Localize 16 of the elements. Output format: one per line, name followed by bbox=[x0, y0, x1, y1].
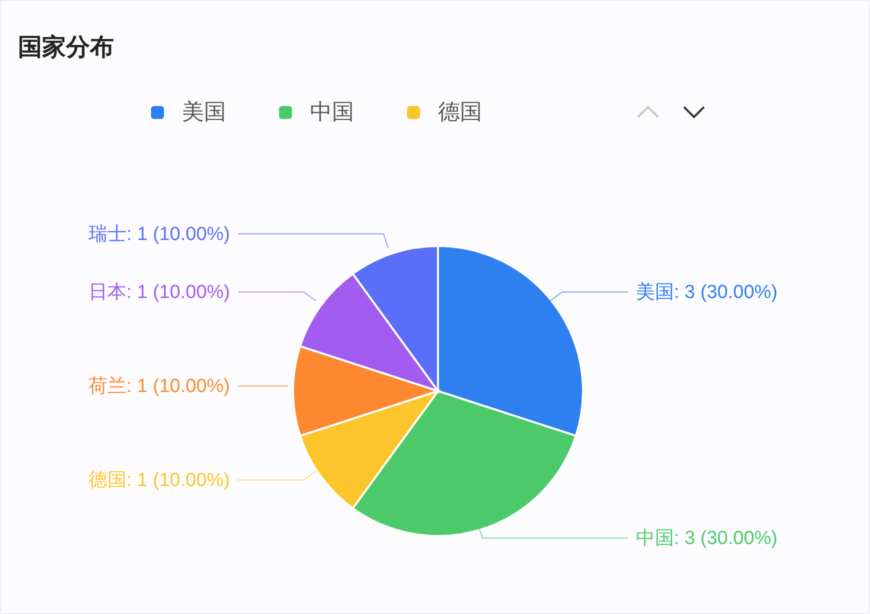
slice-label: 瑞士 bbox=[88, 223, 126, 244]
legend-label: 中国 bbox=[310, 99, 354, 125]
chart-title: 国家分布 bbox=[18, 33, 114, 63]
slice-label: 德国 bbox=[88, 470, 126, 491]
data-label: : 3 (30.00%) bbox=[674, 528, 778, 549]
slice-label: 日本 bbox=[88, 281, 126, 302]
slice-label: 荷兰 bbox=[88, 376, 126, 396]
data-label: : 1 (10.00%) bbox=[126, 281, 230, 302]
data-label: : 1 (10.00%) bbox=[126, 223, 230, 244]
data-label: : 1 (10.00%) bbox=[126, 376, 230, 396]
data-label: : 3 (30.00%) bbox=[674, 281, 778, 302]
legend-label: 德国 bbox=[438, 99, 482, 125]
slice-label: 中国 bbox=[636, 528, 674, 549]
slice-label: 美国 bbox=[636, 280, 674, 302]
legend-label: 美国 bbox=[182, 99, 226, 125]
data-label: : 1 (10.00%) bbox=[126, 470, 230, 491]
